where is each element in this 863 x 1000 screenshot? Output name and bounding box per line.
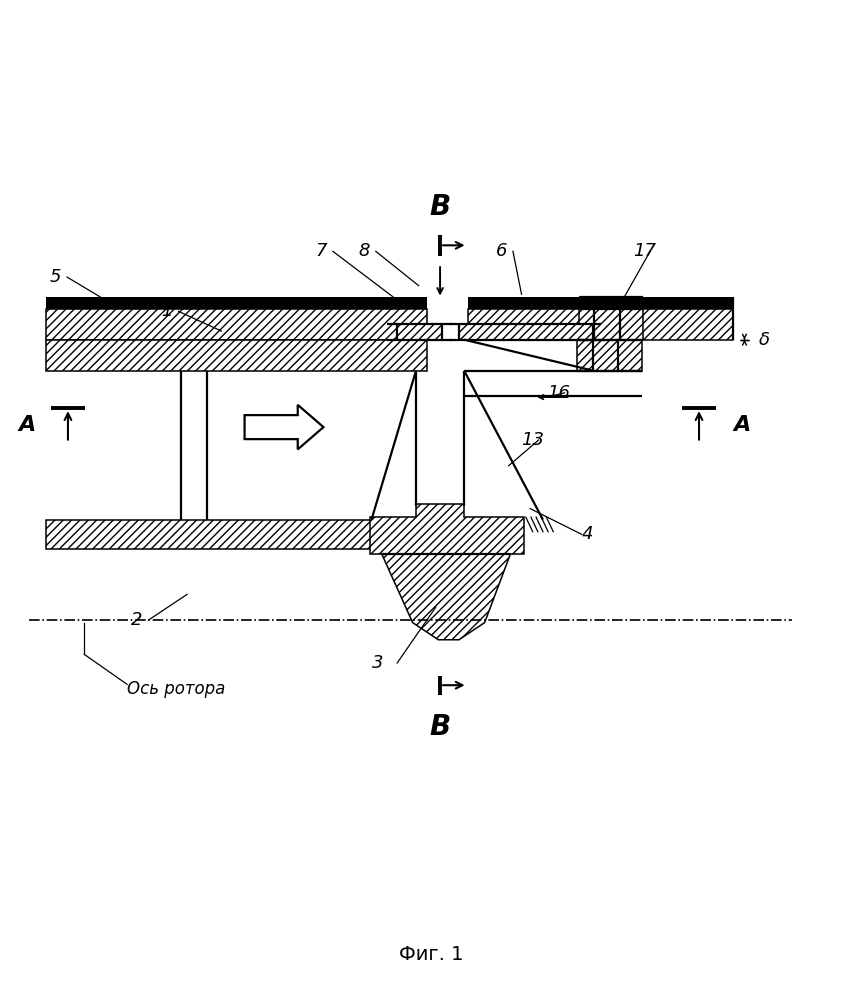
Polygon shape xyxy=(381,554,510,640)
Text: δ: δ xyxy=(759,331,770,349)
Text: 13: 13 xyxy=(521,431,545,449)
Bar xyxy=(577,340,641,371)
Text: A: A xyxy=(734,415,751,435)
Text: 17: 17 xyxy=(633,242,656,260)
Bar xyxy=(46,297,427,309)
Text: Фиг. 1: Фиг. 1 xyxy=(400,945,463,964)
Polygon shape xyxy=(369,504,524,554)
Bar xyxy=(579,309,643,340)
Text: 7: 7 xyxy=(316,242,327,260)
Text: B: B xyxy=(430,713,450,741)
Text: 2: 2 xyxy=(131,611,143,629)
Text: 5: 5 xyxy=(50,268,61,286)
Text: A: A xyxy=(18,415,35,435)
Text: 16: 16 xyxy=(547,384,570,402)
Bar xyxy=(468,309,734,340)
Text: Ось ротора: Ось ротора xyxy=(127,680,225,698)
Text: 6: 6 xyxy=(496,242,507,260)
Bar xyxy=(46,309,427,340)
Bar xyxy=(459,324,593,340)
Bar xyxy=(46,520,373,549)
Bar xyxy=(46,340,427,371)
Text: 4: 4 xyxy=(582,525,593,543)
FancyArrow shape xyxy=(244,405,324,449)
Text: 1: 1 xyxy=(161,302,173,320)
Bar xyxy=(468,297,734,309)
Text: B: B xyxy=(430,193,450,221)
Bar xyxy=(397,324,442,340)
Text: 3: 3 xyxy=(371,654,383,672)
Text: 8: 8 xyxy=(359,242,370,260)
